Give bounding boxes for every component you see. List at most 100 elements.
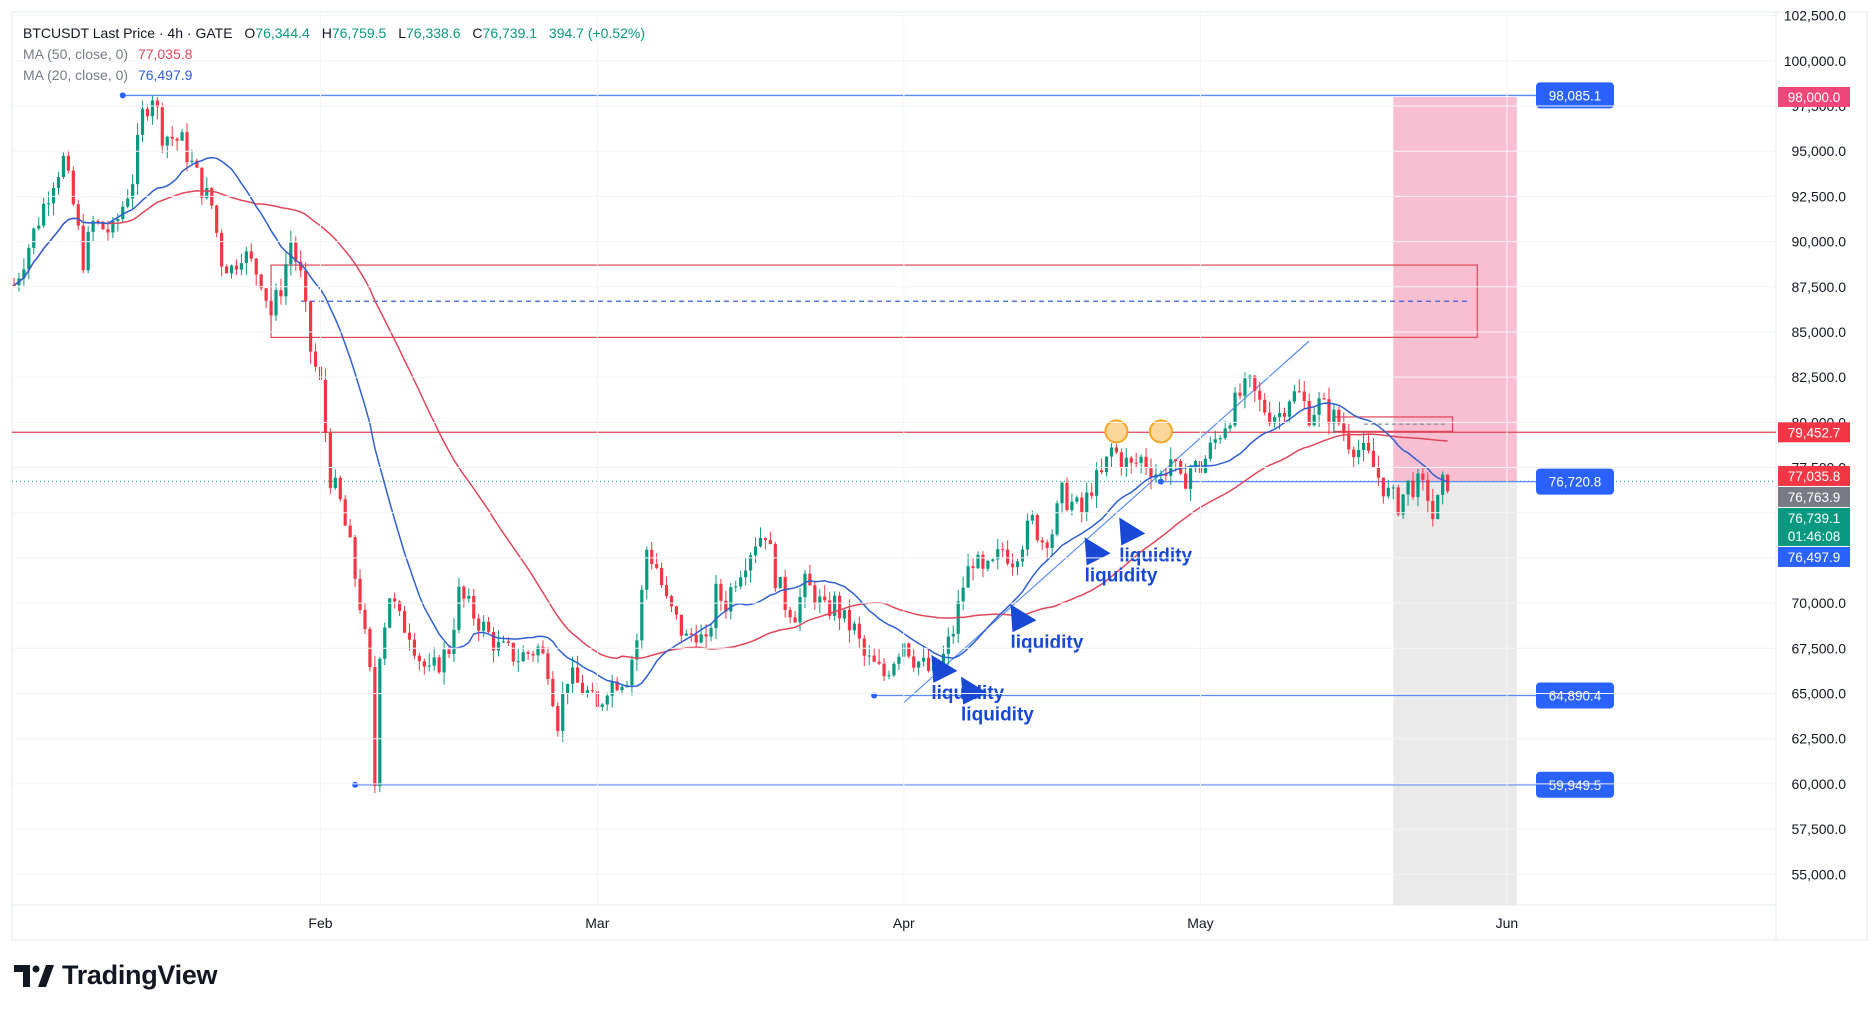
candle-body	[1228, 425, 1232, 429]
level-anchor-dot[interactable]	[119, 92, 126, 99]
level-anchor-dot[interactable]	[1157, 478, 1164, 485]
candle-body	[1035, 515, 1039, 541]
level-anchor-dot[interactable]	[352, 781, 359, 788]
candle-body	[1357, 450, 1361, 458]
level-label-box[interactable]	[1536, 82, 1614, 109]
price-tag-box	[1778, 486, 1850, 507]
level-label: 64,890.4	[1549, 688, 1602, 703]
price-tag-box	[1778, 546, 1850, 567]
target-zone[interactable]	[1393, 96, 1517, 482]
candle-body	[91, 220, 95, 232]
candle-body	[946, 636, 950, 654]
candle-body	[907, 643, 911, 657]
candle-body	[1144, 456, 1148, 469]
candle-body	[452, 629, 456, 654]
liquidity-label[interactable]: liquidity	[1010, 632, 1083, 653]
candle-body	[1238, 392, 1242, 396]
candle-body	[556, 706, 560, 732]
candle-body	[397, 601, 402, 612]
ma50-value: 77,035.8	[138, 46, 193, 62]
level-label-box[interactable]	[1536, 468, 1614, 495]
candle-body	[709, 628, 713, 637]
candle-body	[106, 229, 110, 233]
ma20-value: 76,497.9	[138, 67, 193, 83]
candle-body	[981, 554, 985, 569]
time-axis[interactable]: Feb Mar Apr May Jun	[308, 12, 1518, 931]
candle-body	[1436, 494, 1440, 520]
price-axis-label: 82,500.0	[1792, 369, 1847, 385]
candle-body	[1391, 487, 1395, 489]
level-label-box[interactable]	[1536, 682, 1614, 709]
liquidity-label[interactable]: liquidity	[1119, 546, 1192, 567]
candle-body	[1386, 487, 1390, 497]
candle-body	[328, 432, 332, 488]
candle-body	[526, 652, 530, 654]
candle-body	[47, 203, 51, 205]
candle-body	[1431, 500, 1435, 520]
ma20-line	[13, 156, 1448, 688]
legend-ma50[interactable]: MA (50, close, 0) 77,035.8	[23, 46, 193, 62]
price-axis-label: 100,000.0	[1784, 53, 1846, 69]
candle-body	[150, 100, 155, 117]
candle-body	[1020, 549, 1025, 562]
candle-body	[462, 586, 466, 599]
candle-body	[1134, 462, 1138, 464]
candle-body	[541, 646, 545, 654]
candle-body	[304, 270, 308, 302]
high-value: 76,759.5	[332, 25, 387, 41]
candle-body	[131, 184, 135, 199]
candle-body	[472, 595, 476, 619]
candle-body	[76, 204, 80, 226]
candle-body	[333, 477, 337, 488]
candle-body	[823, 596, 827, 601]
candle-body	[763, 537, 768, 541]
candle-body	[719, 583, 723, 601]
candle-body	[704, 634, 708, 637]
candle-body	[1006, 549, 1010, 564]
price-axis-label: 87,500.0	[1792, 279, 1847, 295]
candle-body	[22, 269, 26, 279]
candle-body	[951, 633, 955, 637]
candle-body	[66, 155, 70, 171]
candle-body	[630, 659, 634, 686]
liquidity-label[interactable]: liquidity	[1085, 565, 1158, 586]
candle-body	[580, 682, 585, 694]
liquidity-label[interactable]: liquidity	[961, 705, 1034, 726]
highlight-circle[interactable]	[1148, 419, 1173, 444]
open-label: O	[244, 25, 255, 41]
tradingview-logo-icon	[14, 964, 54, 987]
tradingview-logo[interactable]: TradingView	[14, 960, 218, 991]
level-label-box[interactable]	[1536, 771, 1614, 798]
price-tag-label: 76,739.1	[1788, 511, 1841, 526]
candle-body	[299, 261, 303, 271]
highlight-circle[interactable]	[1104, 419, 1129, 444]
candle-body	[768, 540, 772, 545]
candle-body	[1001, 549, 1005, 551]
drawing-lines: 98,085.1 76,720.8 64,890.4 59,949.5	[12, 82, 1776, 798]
candle-body	[289, 242, 293, 265]
candle-body	[1119, 452, 1123, 468]
candle-body	[1371, 450, 1376, 468]
price-axis-label: 62,500.0	[1792, 731, 1847, 747]
price-tag-box	[1778, 422, 1850, 443]
ascending-trendline[interactable]	[903, 340, 1310, 703]
candle-body	[1213, 439, 1217, 443]
candle-body	[121, 206, 125, 220]
candle-body	[126, 198, 130, 207]
candle-body	[1080, 497, 1084, 513]
candle-body	[140, 108, 145, 135]
ma50-line	[13, 190, 1448, 659]
price-axis-label: 85,000.0	[1792, 324, 1847, 340]
candle-body	[1114, 447, 1119, 453]
candle-body	[714, 583, 718, 629]
candle-body	[882, 663, 886, 677]
candle-body	[1070, 501, 1074, 511]
candle-body	[170, 136, 174, 139]
candle-body	[1233, 392, 1237, 426]
candle-body	[165, 136, 169, 146]
low-value: 76,338.6	[406, 25, 461, 41]
candle-body	[645, 549, 649, 590]
legend-ma20[interactable]: MA (20, close, 0) 76,497.9	[23, 67, 193, 83]
candle-body	[116, 219, 120, 222]
